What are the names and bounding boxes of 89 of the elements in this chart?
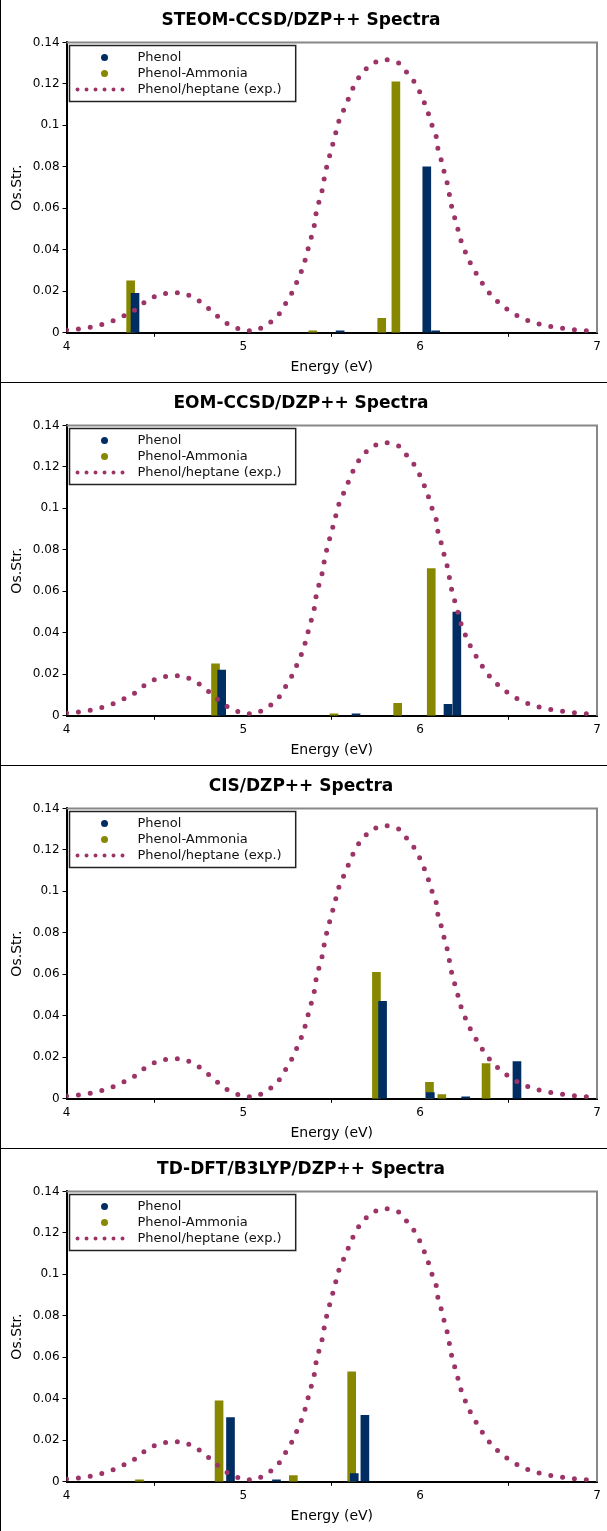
y-axis-title: Os.Str. <box>8 1313 25 1360</box>
y-tick-label: 0.14 <box>32 417 60 432</box>
y-tick-label: 0.12 <box>32 76 60 91</box>
x-tick-label: 6 <box>416 1488 424 1503</box>
x-axis-title: Energy (eV) <box>290 358 374 375</box>
bar <box>461 1096 471 1099</box>
bar <box>378 1000 387 1099</box>
x-tick-label: 7 <box>593 722 601 737</box>
y-tick-label: 0.12 <box>32 842 60 857</box>
y-tick-label: 0.08 <box>32 924 60 939</box>
y-axis-title: Os.Str. <box>8 164 25 211</box>
legend-label: Phenol <box>137 48 182 64</box>
chart-title: STEOM-CCSD/DZP++ Spectra <box>161 8 441 29</box>
y-tick-label: 0 <box>51 1090 60 1105</box>
bar <box>288 1475 298 1482</box>
y-tick-label: 0 <box>51 324 60 339</box>
bar <box>347 1371 356 1482</box>
legend-label: Phenol <box>137 1197 182 1213</box>
x-tick-label: 5 <box>239 339 248 354</box>
y-tick-label: 0.04 <box>32 1007 60 1022</box>
x-tick-label: 5 <box>239 1105 248 1120</box>
x-tick-label: 4 <box>62 1488 71 1503</box>
x-tick-label: 7 <box>593 1488 601 1503</box>
bar <box>393 703 402 716</box>
x-tick-label: 7 <box>593 1105 601 1120</box>
y-tick-label: 0.08 <box>32 541 60 556</box>
y-tick-label: 0.08 <box>32 158 60 173</box>
x-axis-title: Energy (eV) <box>290 741 374 758</box>
y-axis-title: Os.Str. <box>8 930 25 977</box>
legend-label: Phenol <box>137 814 182 830</box>
y-tick-label: 0.1 <box>40 500 60 515</box>
bar <box>377 317 387 333</box>
y-tick-label: 0.14 <box>32 1183 60 1198</box>
x-axis-title: Energy (eV) <box>290 1507 374 1524</box>
x-tick-label: 6 <box>416 339 424 354</box>
x-tick-label: 6 <box>416 722 424 737</box>
y-tick-label: 0.02 <box>32 1049 60 1064</box>
bar <box>308 330 318 333</box>
y-tick-label: 0.06 <box>32 200 60 215</box>
chart-title: TD-DFT/B3LYP/DZP++ Spectra <box>157 1157 445 1178</box>
y-tick-label: 0.12 <box>32 1225 60 1240</box>
y-tick-label: 0 <box>51 707 60 722</box>
y-tick-label: 0.02 <box>32 666 60 681</box>
x-tick-label: 6 <box>416 1105 424 1120</box>
legend-label: Phenol/heptane (exp.) <box>137 80 282 96</box>
y-tick-label: 0.12 <box>32 459 60 474</box>
x-tick-label: 5 <box>239 722 248 737</box>
bar <box>481 1063 491 1099</box>
bar <box>135 1479 144 1482</box>
y-tick-label: 0.08 <box>32 1307 60 1322</box>
y-tick-label: 0.04 <box>32 241 60 256</box>
y-tick-label: 0.1 <box>40 883 60 898</box>
y-tick-label: 0.1 <box>40 117 60 132</box>
legend-label: Phenol-Ammonia <box>137 447 248 463</box>
y-tick-label: 0.14 <box>32 800 60 815</box>
legend-label: Phenol/heptane (exp.) <box>137 463 282 479</box>
y-tick-label: 0 <box>51 1473 60 1488</box>
bar <box>349 1473 359 1482</box>
y-tick-label: 0.04 <box>32 624 60 639</box>
x-tick-label: 5 <box>239 1488 248 1503</box>
bar <box>217 669 226 716</box>
y-tick-label: 0.04 <box>32 1390 60 1405</box>
x-tick-label: 4 <box>62 339 71 354</box>
y-tick-label: 0.06 <box>32 1349 60 1364</box>
legend-label: Phenol-Ammonia <box>137 1213 248 1229</box>
bar <box>425 1092 435 1099</box>
y-tick-label: 0.06 <box>32 583 60 598</box>
y-tick-label: 0.02 <box>32 283 60 298</box>
bar <box>426 568 436 716</box>
x-tick-label: 4 <box>62 722 71 737</box>
x-tick-label: 7 <box>593 339 601 354</box>
x-tick-label: 4 <box>62 1105 71 1120</box>
legend-label: Phenol-Ammonia <box>137 64 248 80</box>
bar <box>226 1417 235 1482</box>
legend-label: Phenol/heptane (exp.) <box>137 846 282 862</box>
bar <box>391 81 401 333</box>
y-tick-label: 0.02 <box>32 1432 60 1447</box>
legend-label: Phenol <box>137 431 182 447</box>
bar <box>272 1479 281 1482</box>
chart-title: CIS/DZP++ Spectra <box>208 774 394 795</box>
chart-title: EOM-CCSD/DZP++ Spectra <box>173 391 429 412</box>
legend-label: Phenol-Ammonia <box>137 830 248 846</box>
y-axis-title: Os.Str. <box>8 547 25 594</box>
y-tick-label: 0.06 <box>32 966 60 981</box>
legend-label: Phenol/heptane (exp.) <box>137 1229 282 1245</box>
y-tick-label: 0.1 <box>40 1266 60 1281</box>
y-tick-label: 0.14 <box>32 34 60 49</box>
bar <box>360 1415 370 1482</box>
x-axis-title: Energy (eV) <box>290 1124 374 1141</box>
